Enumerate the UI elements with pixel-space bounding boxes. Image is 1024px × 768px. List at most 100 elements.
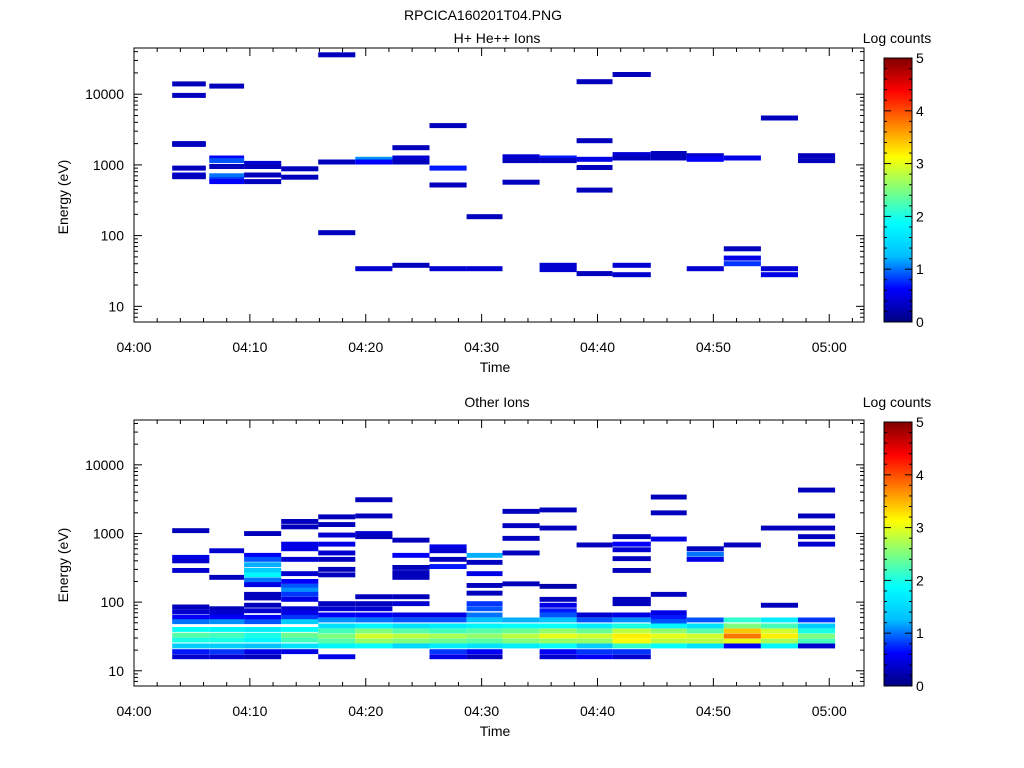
y-tick-label: 1000: [93, 525, 124, 541]
heatmap-cell: [612, 596, 651, 602]
heatmap-cell: [172, 649, 210, 655]
heatmap-cell: [318, 514, 356, 520]
x-tick-label: 05:00: [812, 703, 847, 719]
heatmap-cell: [281, 610, 319, 616]
heatmap-cell: [539, 612, 577, 618]
heatmap-cell: [209, 649, 245, 655]
x-tick-label: 04:40: [580, 339, 615, 355]
heatmap-cell: [612, 601, 651, 607]
heatmap-cell: [429, 548, 467, 554]
heatmap-cell: [429, 628, 467, 634]
x-tick-label: 04:50: [696, 339, 731, 355]
heatmap-cell: [650, 494, 687, 500]
heatmap-cell: [760, 643, 798, 649]
heatmap-cell: [318, 633, 356, 639]
heatmap-cell: [539, 525, 577, 531]
heatmap-cell: [172, 528, 210, 534]
colorbar-tick-label: 0: [916, 314, 924, 330]
heatmap-cell: [355, 633, 393, 639]
heatmap-cell: [281, 583, 319, 589]
heatmap-cell: [612, 534, 651, 540]
heatmap-cell: [281, 587, 319, 593]
heatmap-cell: [429, 165, 467, 171]
heatmap-cell: [318, 572, 356, 578]
heatmap-cell: [760, 525, 798, 531]
colorbar-tick-label: 0: [916, 678, 924, 694]
heatmap-cell: [576, 612, 613, 618]
heatmap-cell: [502, 633, 540, 639]
heatmap-cell: [244, 179, 282, 185]
heatmap-cell: [429, 617, 467, 623]
heatmap-cell: [612, 623, 651, 629]
heatmap-cell: [686, 551, 724, 557]
heatmap-cell: [760, 623, 798, 629]
heatmap-cell: [281, 606, 319, 612]
heatmap-cell: [686, 617, 724, 623]
x-tick-label: 04:10: [232, 339, 267, 355]
colorbar-label: Log counts: [863, 394, 932, 410]
heatmap-cell: [502, 158, 540, 164]
heatmap-cell: [244, 614, 282, 620]
heatmap-cells: [172, 52, 836, 278]
heatmap-cell: [576, 638, 613, 644]
heatmap-cell: [798, 617, 836, 623]
heatmap-cell: [798, 534, 836, 540]
heatmap-cell: [798, 158, 836, 164]
heatmap-cell: [429, 564, 467, 569]
heatmap-cell: [650, 510, 687, 516]
heatmap-cell: [502, 508, 540, 514]
x-tick-label: 04:30: [464, 339, 499, 355]
y-tick-label: 1000: [93, 157, 124, 173]
heatmap-cell: [318, 654, 356, 660]
heatmap-cell: [318, 522, 356, 527]
heatmap-cell: [760, 266, 798, 272]
heatmap-cell: [612, 568, 651, 573]
x-tick-label: 04:00: [116, 339, 151, 355]
plot-frame: [133, 419, 865, 687]
y-tick-label: 10: [108, 298, 124, 314]
heatmap-cell: [576, 271, 613, 277]
heatmap-cell: [539, 596, 577, 602]
heatmap-cell: [798, 541, 836, 547]
heatmap-cell: [172, 654, 210, 660]
heatmap-cell: [355, 513, 393, 519]
colorbar: 0 1 2 3 4 5 Log counts: [863, 394, 932, 694]
heatmap-cell: [244, 608, 282, 614]
heatmap-cell: [723, 255, 761, 261]
heatmap-cell: [209, 614, 245, 620]
heatmap-cell: [760, 617, 798, 623]
heatmap-cell: [686, 643, 724, 649]
heatmap-cell: [281, 546, 319, 552]
heatmap-cell: [650, 155, 687, 161]
heatmap-cell: [392, 628, 430, 634]
heatmap-cell: [318, 617, 356, 623]
heatmap-cell: [539, 623, 577, 629]
heatmap-cell: [318, 52, 356, 58]
heatmap-cell: [281, 591, 319, 597]
panel-title: H+ He++ Ions: [454, 30, 541, 46]
heatmap-cell: [429, 623, 467, 629]
heatmap-cell: [209, 83, 245, 89]
heatmap-cell: [244, 572, 282, 578]
heatmap-cell: [723, 628, 761, 634]
heatmap-cell: [612, 654, 651, 660]
heatmap-cell: [576, 138, 613, 144]
heatmap-cell: [760, 602, 798, 608]
heatmap-cell: [392, 594, 430, 600]
heatmap-cell: [612, 638, 651, 644]
colorbar-tick-label: 4: [916, 467, 924, 483]
heatmap-cell: [172, 643, 210, 649]
heatmap-cell: [392, 617, 430, 623]
heatmap-cell: [318, 628, 356, 634]
heatmap-cell: [466, 606, 503, 612]
heatmap-cell: [172, 604, 210, 610]
heatmap-cell: [392, 570, 430, 575]
heatmap-cell: [650, 633, 687, 639]
heatmap-cell: [281, 579, 319, 584]
panel-1: 04:00 04:10 04:20 04:30 04:40 04:50 05:00 Time 1…: [55, 30, 931, 375]
heatmap-cell: [798, 623, 836, 629]
y-tick-label: 10000: [85, 457, 124, 473]
heatmap-cell: [281, 649, 319, 655]
heatmap-cell: [244, 595, 282, 601]
panels: 04:00 04:10 04:20 04:30 04:40 04:50 05:00 Time 1…: [55, 30, 931, 739]
